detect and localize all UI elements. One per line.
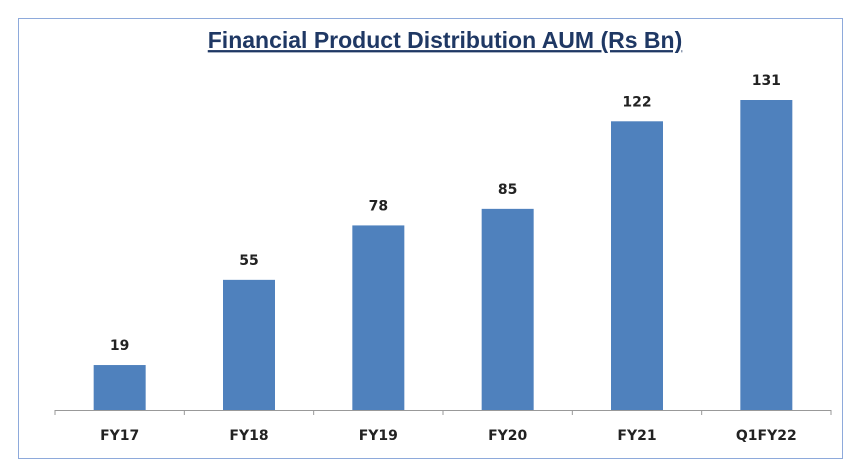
bar <box>740 100 793 410</box>
bar <box>93 365 146 410</box>
data-label: 78 <box>369 198 388 214</box>
bar <box>223 279 275 410</box>
data-label: 85 <box>498 182 517 198</box>
bar <box>611 121 663 411</box>
x-tick-label: FY21 <box>617 428 656 444</box>
data-label: 19 <box>110 338 129 354</box>
bar <box>481 208 534 410</box>
x-tick-label: Q1FY22 <box>736 428 797 444</box>
x-tick-label: FY18 <box>229 428 268 444</box>
bar <box>352 225 405 410</box>
x-tick-label: FY17 <box>100 428 139 444</box>
data-label: 131 <box>752 73 781 89</box>
chart-frame <box>18 18 843 459</box>
chart-title: Financial Product Distribution AUM (Rs B… <box>208 27 682 53</box>
data-label: 122 <box>622 94 651 110</box>
data-label: 55 <box>239 253 258 269</box>
x-tick-label: FY20 <box>488 428 527 444</box>
x-tick-label: FY19 <box>359 428 398 444</box>
